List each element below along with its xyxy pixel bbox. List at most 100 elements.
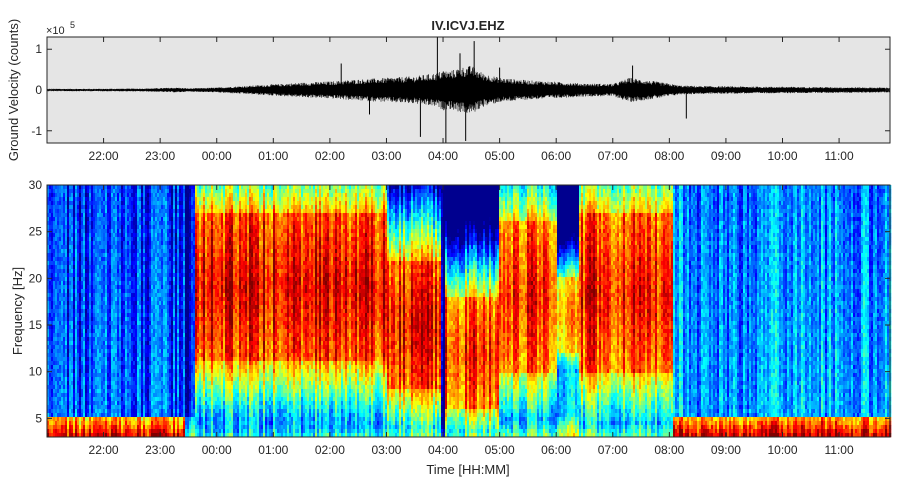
spectrogram-cell	[201, 233, 203, 237]
spectrogram-cell	[139, 201, 141, 205]
spectrogram-cell	[151, 225, 153, 229]
spectrogram-cell	[87, 225, 89, 229]
spectrogram-cell	[49, 209, 51, 213]
spectrogram-cell	[49, 369, 51, 373]
spectrogram-cell	[203, 213, 205, 217]
spectrogram-cell	[107, 241, 109, 245]
spectrogram-cell	[85, 369, 87, 373]
spectrogram-cell	[187, 293, 189, 297]
spectrogram-cell	[159, 237, 161, 241]
spectrogram-cell	[85, 329, 87, 333]
spectrogram-cell	[85, 281, 87, 285]
spectrogram-cell	[123, 349, 125, 353]
spectrogram-cell	[165, 257, 167, 261]
spectrogram-cell	[63, 241, 65, 245]
spectrogram-cell	[107, 425, 109, 429]
spectrogram-cell	[153, 273, 155, 277]
spectrogram-cell	[197, 345, 199, 349]
spectrogram-cell	[187, 309, 189, 313]
spectrogram-cell	[145, 337, 147, 341]
spectrogram-cell	[177, 269, 179, 273]
seismogram-x-tick-label: 00:00	[202, 149, 232, 163]
spectrogram-cell	[67, 417, 69, 421]
spectrogram-cell	[155, 253, 157, 257]
spectrogram-cell	[177, 333, 179, 337]
spectrogram-cell	[107, 377, 109, 381]
spectrogram-cell	[175, 389, 177, 393]
spectrogram-cell	[65, 261, 67, 265]
spectrogram-cell	[91, 425, 93, 429]
spectrogram-cell	[119, 325, 121, 329]
spectrogram-cell	[53, 401, 55, 405]
spectrogram-cell	[149, 213, 151, 217]
spectrogram-cell	[111, 281, 113, 285]
spectrogram-cell	[161, 233, 163, 237]
spectrogram-cell	[53, 277, 55, 281]
spectrogram-cell	[147, 185, 149, 189]
spectrogram-cell	[165, 197, 167, 201]
spectrogram-cell	[169, 325, 171, 329]
spectrogram-cell	[91, 237, 93, 241]
spectrogram-cell	[131, 269, 133, 273]
spectrogram-cell	[105, 429, 107, 433]
spectrogram-cell	[133, 197, 135, 201]
spectrogram-cell	[101, 245, 103, 249]
spectrogram-cell	[155, 393, 157, 397]
spectrogram-cell	[61, 277, 63, 281]
spectrogram-cell	[121, 429, 123, 433]
spectrogram-cell	[95, 217, 97, 221]
spectrogram-cell	[95, 229, 97, 233]
spectrogram-cell	[49, 197, 51, 201]
spectrogram-cell	[53, 233, 55, 237]
spectrogram-cell	[191, 357, 193, 361]
spectrogram-cell	[183, 309, 185, 313]
spectrogram-cell	[171, 365, 173, 369]
spectrogram-cell	[143, 293, 145, 297]
spectrogram-cell	[169, 365, 171, 369]
spectrogram-cell	[197, 365, 199, 369]
spectrogram-cell	[93, 381, 95, 385]
spectrogram-cell	[159, 353, 161, 357]
spectrogram-cell	[91, 305, 93, 309]
spectrogram-cell	[53, 393, 55, 397]
spectrogram-cell	[157, 225, 159, 229]
spectrogram-cell	[57, 265, 59, 269]
spectrogram-cell	[163, 425, 165, 429]
spectrogram-cell	[121, 205, 123, 209]
spectrogram-cell	[125, 221, 127, 225]
spectrogram-cell	[67, 345, 69, 349]
spectrogram-cell	[121, 421, 123, 425]
spectrogram-cell	[63, 409, 65, 413]
spectrogram-cell	[119, 321, 121, 325]
spectrogram-cell	[89, 225, 91, 229]
spectrogram-cell	[63, 333, 65, 337]
spectrogram-cell	[171, 229, 173, 233]
spectrogram-cell	[143, 421, 145, 425]
spectrogram-cell	[149, 253, 151, 257]
spectrogram-cell	[69, 261, 71, 265]
seismogram-y-exponent-power: 5	[70, 20, 75, 30]
spectrogram-cell	[89, 425, 91, 429]
spectrogram-cell	[87, 417, 89, 421]
spectrogram-cell	[109, 309, 111, 313]
spectrogram-cell	[75, 193, 77, 197]
spectrogram-cell	[91, 417, 93, 421]
spectrogram-cell	[99, 309, 101, 313]
spectrogram-cell	[77, 389, 79, 393]
spectrogram-cell	[131, 365, 133, 369]
spectrogram-cell	[93, 201, 95, 205]
spectrogram-cell	[181, 265, 183, 269]
spectrogram-cell	[111, 429, 113, 433]
spectrogram-cell	[93, 321, 95, 325]
seismogram-panel: -101 22:00 23:00 00:00 01:00 02:00 03:00 04:00…	[6, 18, 890, 163]
spectrogram-cell	[175, 429, 177, 433]
spectrogram-cell	[191, 429, 193, 433]
spectrogram-cell	[107, 321, 109, 325]
spectrogram-cell	[145, 297, 147, 301]
spectrogram-cell	[127, 253, 129, 257]
spectrogram-cell	[161, 389, 163, 393]
spectrogram-cell	[73, 365, 75, 369]
spectrogram-cell	[201, 325, 203, 329]
spectrogram-cell	[125, 373, 127, 377]
spectrogram-cell	[57, 317, 59, 321]
